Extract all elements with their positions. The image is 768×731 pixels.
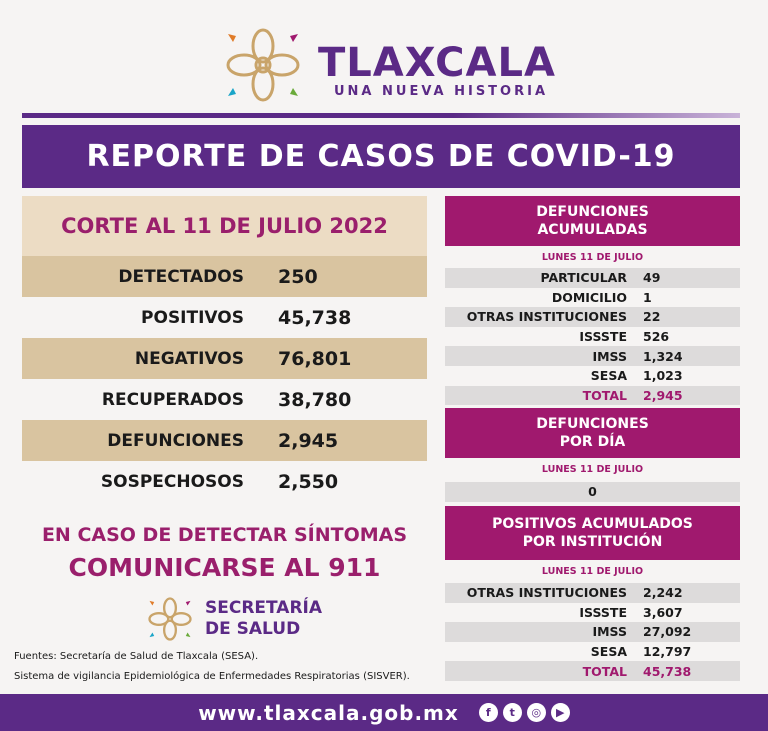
row-value: 2,550 [278,470,339,493]
row-label: PARTICULAR [540,270,627,286]
table-row: DETECTADOS 250 [22,256,427,297]
row-value: 27,092 [643,624,692,640]
row-label: NEGATIVOS [134,348,244,369]
row-value: 2,242 [643,585,683,601]
row-value: 49 [643,270,661,286]
table-row: ISSSTE 3,607 [445,603,740,623]
table-row: TOTAL 45,738 [445,661,740,681]
header-line: POR INSTITUCIÓN [522,534,663,550]
row-label: OTRAS INSTITUCIONES [466,309,627,325]
row-value: 38,780 [278,388,352,411]
table-row: SOSPECHOSOS 2,550 [22,461,427,502]
row-label: TOTAL [582,387,627,403]
row-value: 76,801 [278,347,352,370]
twitter-icon[interactable]: t [502,703,522,722]
brand-subtitle: UNA NUEVA HISTORIA [334,84,549,99]
secretaria-logo-icon [148,597,192,641]
defunciones-acumuladas-header: DEFUNCIONES ACUMULADAS [445,196,740,246]
footer-bar: www.tlaxcala.gob.mx f t ◎ ▶ [0,694,768,731]
secretaria-line: DE SALUD [205,619,301,639]
row-value: 45,738 [643,663,692,679]
table-row: SESA 12,797 [445,642,740,662]
table-row: IMSS 1,324 [445,346,740,366]
table-row: POSITIVOS 45,738 [22,297,427,338]
table-row: OTRAS INSTITUCIONES 2,242 [445,583,740,603]
row-label: DOMICILIO [551,289,627,305]
table-row: TOTAL 2,945 [445,385,740,406]
tlaxcala-logo-icon [226,28,300,102]
instagram-icon[interactable]: ◎ [526,703,546,722]
table-row: OTRAS INSTITUCIONES 22 [445,307,740,327]
row-value: 2,945 [643,387,683,403]
summary-panel: CORTE AL 11 DE JULIO 2022 DETECTADOS 250 P… [22,196,427,502]
report-banner: REPORTE DE CASOS DE COVID-19 [22,125,740,188]
row-label: OTRAS INSTITUCIONES [466,585,627,601]
header-line: ACUMULADAS [537,222,648,238]
row-label: RECUPERADOS [101,389,244,410]
row-label: ISSSTE [579,329,627,345]
row-value: 526 [643,329,670,345]
row-value: 45,738 [278,306,352,329]
row-label: IMSS [592,348,627,364]
sources-line1: Fuentes: Secretaría de Salud de Tlaxcala… [14,651,259,662]
header-line: POSITIVOS ACUMULADOS [492,516,693,532]
date-label: LUNES 11 DE JULIO [541,252,644,263]
row-label: SESA [590,368,627,384]
positivos-table: OTRAS INSTITUCIONES 2,242 ISSSTE 3,607 IMSS 2… [445,583,740,681]
defunciones-dia-header: DEFUNCIONES POR DÍA [445,408,740,458]
table-row: NEGATIVOS 76,801 [22,338,427,379]
header-line: DEFUNCIONES [536,204,649,220]
cta-line1: EN CASO DE DETECTAR SÍNTOMAS [41,524,408,546]
row-value: 2,945 [278,429,339,452]
facebook-icon[interactable]: f [478,703,498,722]
header-line: POR DÍA [559,434,626,450]
table-row: PARTICULAR 49 [445,268,740,288]
youtube-icon[interactable]: ▶ [550,703,570,722]
summary-title: CORTE AL 11 DE JULIO 2022 [22,196,427,256]
row-value: 1,023 [643,368,683,384]
row-label: TOTAL [582,663,627,679]
row-label: ISSSTE [579,604,627,620]
row-label: DEFUNCIONES [107,430,244,451]
website-link[interactable]: www.tlaxcala.gob.mx [198,700,459,725]
sources-line2: Sistema de vigilancia Epidemiológica de … [14,671,410,682]
table-row: DOMICILIO 1 [445,288,740,308]
row-label: SOSPECHOSOS [100,471,244,492]
row-value: 3,607 [643,604,683,620]
row-value: 1,324 [643,348,683,364]
row-label: POSITIVOS [141,307,244,328]
secretaria-line: SECRETARÍA [205,598,323,618]
row-value: 22 [643,309,661,325]
date-label: LUNES 11 DE JULIO [541,464,644,475]
defunciones-dia-value: 0 [445,482,740,502]
date-label: LUNES 11 DE JULIO [541,566,644,577]
cta-line2: COMUNICARSE AL 911 [68,553,381,582]
header-line: DEFUNCIONES [536,416,649,432]
brand-title: TLAXCALA [318,40,556,86]
row-label: IMSS [592,624,627,640]
table-row: DEFUNCIONES 2,945 [22,420,427,461]
row-label: DETECTADOS [118,266,244,287]
table-row: ISSSTE 526 [445,327,740,347]
secretaria-salud: SECRETARÍA DE SALUD [205,598,322,640]
divider [22,113,740,118]
positivos-header: POSITIVOS ACUMULADOS POR INSTITUCIÓN [445,506,740,560]
defunciones-table: PARTICULAR 49 DOMICILIO 1 OTRAS INSTITUCIONE… [445,268,740,406]
row-value: 250 [278,265,318,288]
table-row: IMSS 27,092 [445,622,740,642]
row-label: SESA [590,644,627,660]
table-row: RECUPERADOS 38,780 [22,379,427,420]
row-value: 12,797 [643,644,692,660]
table-row: SESA 1,023 [445,366,740,386]
row-value: 1 [643,289,652,305]
